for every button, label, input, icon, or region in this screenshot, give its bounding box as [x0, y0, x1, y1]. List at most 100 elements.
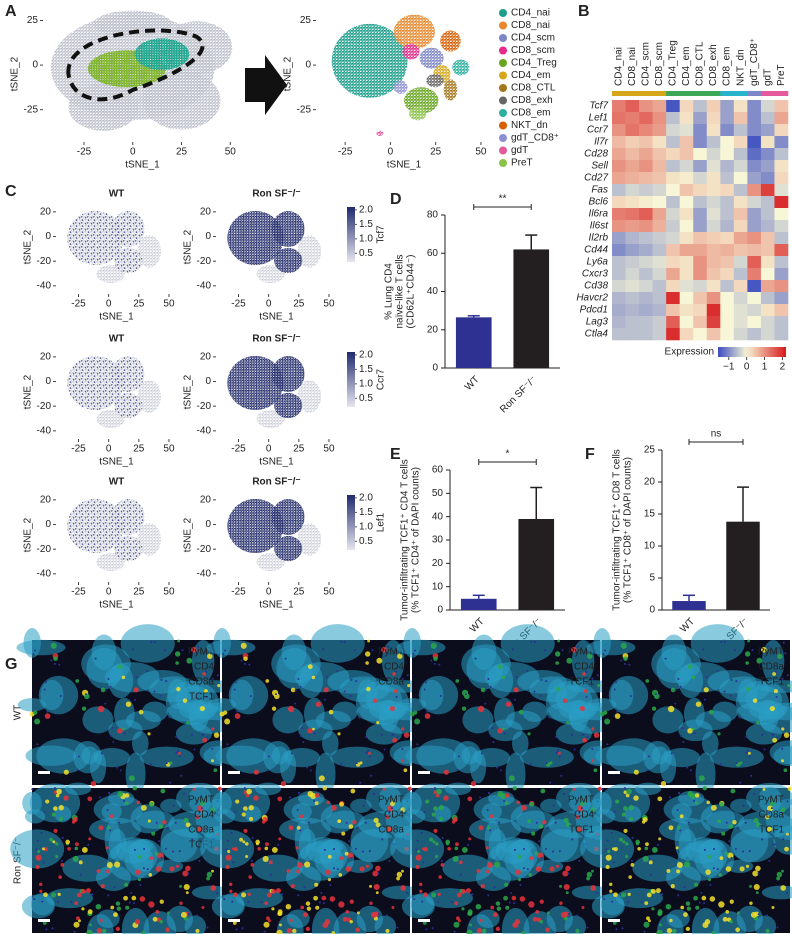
legend-swatch: [499, 9, 507, 17]
heatmap-cell: [760, 124, 775, 137]
legend-label: CD4_nai: [511, 8, 550, 19]
immune-cell: [625, 842, 629, 846]
column-group-bar: [747, 91, 762, 96]
immune-cell: [81, 907, 85, 911]
heatmap-cell: [639, 256, 653, 269]
nucleus: [723, 690, 726, 693]
heatmap-cell: [612, 292, 626, 305]
heatmap-cell: [612, 256, 626, 269]
heatmap-cell: [625, 292, 640, 305]
channel-label: PyMT: [758, 647, 784, 658]
tumor-cell-cluster: [568, 786, 592, 813]
nucleus: [116, 766, 119, 769]
immune-cell: [747, 751, 751, 755]
immune-cell: [576, 805, 584, 812]
nucleus: [377, 872, 380, 875]
y-tick-label: 20: [200, 495, 212, 506]
immune-cell: [780, 759, 785, 763]
tumor-cell-cluster: [712, 701, 738, 722]
immune-cell: [432, 840, 436, 844]
row-label: Il7r: [594, 137, 609, 148]
expression-cloud: [111, 356, 145, 392]
heatmap-cell: [612, 160, 626, 173]
immune-cell: [350, 788, 356, 794]
immune-cell: [248, 805, 254, 811]
y-tick-label: 20: [200, 207, 212, 218]
nucleus: [458, 857, 461, 860]
heatmap-cell: [760, 100, 775, 113]
immune-cell: [565, 822, 571, 828]
nucleus: [450, 901, 453, 904]
heatmap-cell: [625, 196, 640, 209]
nucleus: [616, 710, 619, 713]
immune-cell: [580, 801, 585, 807]
channel-label: CD8a: [378, 677, 404, 688]
nucleus: [768, 811, 771, 814]
immune-cell: [504, 801, 509, 806]
immune-cell: [521, 931, 526, 934]
tumor-cell-cluster: [737, 679, 758, 710]
immune-cell: [504, 793, 510, 798]
immune-cell: [400, 885, 407, 891]
tumor-cell-cluster: [309, 839, 344, 854]
immune-cell: [147, 819, 151, 823]
nucleus: [700, 891, 703, 894]
immune-cell: [165, 927, 171, 933]
immune-cell: [266, 916, 270, 921]
nucleus: [781, 747, 784, 750]
immune-cell: [623, 656, 628, 661]
nucleus: [174, 821, 177, 824]
immune-cell: [72, 817, 78, 823]
y-axis-label: tSNE_2: [183, 374, 194, 409]
immune-cell: [659, 923, 662, 927]
immune-cell: [223, 710, 228, 715]
immune-cell: [121, 727, 125, 731]
heatmap-cell: [747, 280, 762, 293]
heatmap-cell: [679, 292, 694, 305]
immune-cell: [755, 822, 761, 828]
immune-cell: [136, 800, 140, 805]
nucleus: [396, 736, 399, 739]
nucleus: [153, 641, 156, 644]
immune-cell: [407, 786, 412, 791]
nucleus: [522, 867, 525, 870]
immune-cell: [419, 882, 423, 887]
immune-cell: [128, 775, 135, 782]
immune-cell: [349, 899, 354, 904]
immune-cell: [520, 804, 527, 811]
nucleus: [198, 811, 201, 814]
nucleus: [440, 859, 443, 862]
cell-cloud: [297, 523, 321, 556]
immune-cell: [575, 815, 580, 820]
immune-cell: [642, 855, 649, 862]
nucleus: [605, 848, 608, 851]
heatmap-cell: [706, 268, 721, 281]
x-axis-label: tSNE_1: [125, 160, 160, 171]
immune-cell: [623, 806, 628, 811]
immune-cell: [482, 928, 487, 934]
immune-cell: [657, 909, 663, 915]
heatmap-cell: [733, 184, 748, 197]
legend-label: CD4_Treg: [511, 58, 557, 69]
tumor-cell-cluster: [263, 740, 292, 774]
nucleus: [230, 831, 233, 834]
immune-cell: [615, 799, 620, 804]
immune-cell: [290, 884, 295, 889]
heatmap-cell: [666, 148, 680, 161]
tumor-cell-cluster: [166, 905, 193, 933]
nucleus: [339, 763, 342, 766]
column-group-bar: [612, 91, 626, 96]
nucleus: [323, 848, 326, 851]
heatmap-cell: [733, 124, 748, 137]
tumor-cell-cluster: [758, 786, 782, 813]
nucleus: [701, 648, 704, 651]
heatmap-cell: [720, 160, 735, 173]
tumor-cell-cluster: [769, 740, 792, 765]
colorbar: [718, 347, 786, 357]
immune-cell: [549, 761, 553, 765]
nucleus: [269, 873, 272, 876]
immune-cell: [718, 901, 725, 908]
nucleus: [459, 873, 462, 876]
nucleus: [45, 928, 48, 931]
